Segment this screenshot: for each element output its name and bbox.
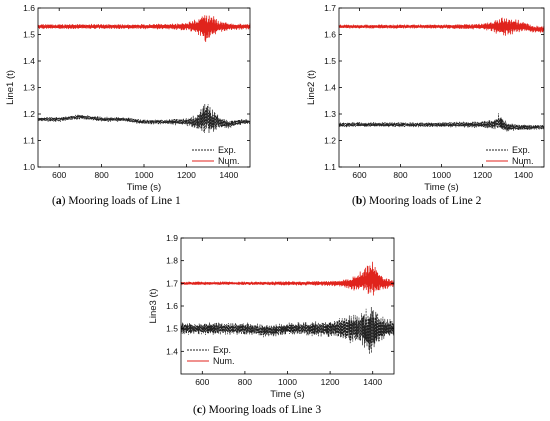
legend-label: Num. [512, 156, 534, 166]
y-axis-title: Line1 (t) [5, 70, 16, 105]
x-tick-label: 1000 [278, 377, 297, 387]
x-tick-label: 1000 [432, 170, 451, 180]
y-tick-label: 1.6 [324, 30, 336, 40]
x-tick-label: 600 [352, 170, 366, 180]
x-tick-label: 1000 [135, 170, 154, 180]
x-tick-label: 800 [238, 377, 252, 387]
legend-label: Exp. [213, 345, 231, 355]
x-tick-label: 1200 [473, 170, 492, 180]
y-tick-label: 1.7 [166, 278, 178, 288]
caption-a: (a) Mooring loads of Line 1 [52, 195, 181, 207]
caption-c: (c) Mooring loads of Line 3 [193, 404, 322, 416]
y-tick-label: 1.3 [23, 83, 35, 93]
legend-label: Exp. [512, 145, 530, 155]
y-tick-label: 1.7 [324, 3, 336, 13]
x-tick-label: 800 [95, 170, 109, 180]
x-axis-title: Time (s) [270, 389, 304, 400]
chart-panel-a: 600 800 1000 1200 1400 1.0 1.1 1.2 1.3 1.4 1.5 1.6 T… [5, 3, 251, 193]
y-tick-label: 1.2 [324, 136, 336, 146]
y-tick-label: 1.2 [23, 109, 35, 119]
x-axis-title: Time (s) [424, 182, 458, 193]
y-tick-label: 1.9 [166, 233, 178, 243]
x-tick-label: 1200 [177, 170, 196, 180]
x-tick-label: 1400 [219, 170, 238, 180]
x-tick-label: 1200 [321, 377, 340, 387]
x-axis-title: Time (s) [127, 182, 161, 193]
legend: Exp.Num. [486, 145, 534, 166]
y-tick-label: 1.4 [324, 83, 336, 93]
y-tick-label: 1.4 [166, 346, 178, 356]
y-axis-title: Line2 (t) [306, 70, 317, 105]
chart-panel-b: 600 800 1000 1200 1400 1.1 1.2 1.3 1.4 1.5 1.6 1.7 T… [306, 3, 545, 193]
x-tick-label: 1400 [514, 170, 533, 180]
x-tick-label: 600 [195, 377, 209, 387]
series-num-line [338, 17, 545, 36]
y-tick-label: 1.3 [324, 109, 336, 119]
x-tick-label: 600 [52, 170, 66, 180]
chart-panel-c: 600 800 1000 1200 1400 1.4 1.5 1.6 1.7 1.8 1.9 Time… [148, 233, 395, 400]
y-tick-label: 1.5 [23, 30, 35, 40]
x-tick-label: 1400 [363, 377, 382, 387]
y-tick-label: 1.6 [23, 3, 35, 13]
series-exp-line [37, 103, 251, 134]
legend-label: Exp. [218, 145, 236, 155]
y-tick-label: 1.1 [324, 162, 336, 172]
y-tick-label: 1.0 [23, 162, 35, 172]
y-tick-label: 1.1 [23, 136, 35, 146]
series-num-line [180, 261, 395, 296]
y-tick-label: 1.8 [166, 256, 178, 266]
legend: Exp.Num. [192, 145, 240, 166]
y-tick-label: 1.4 [23, 56, 35, 66]
legend-label: Num. [218, 156, 240, 166]
caption-b: (b) Mooring loads of Line 2 [352, 195, 482, 207]
legend: Exp.Num. [187, 345, 235, 366]
plot-frame [338, 7, 545, 168]
plot-frame [37, 7, 251, 168]
y-tick-label: 1.6 [166, 301, 178, 311]
series-exp-line [180, 306, 395, 355]
x-tick-label: 800 [393, 170, 407, 180]
y-tick-label: 1.5 [166, 324, 178, 334]
y-axis-title: Line3 (t) [148, 289, 159, 324]
y-tick-label: 1.5 [324, 56, 336, 66]
legend-label: Num. [213, 356, 235, 366]
series-exp-line [338, 113, 545, 132]
series-num-line [37, 15, 251, 43]
